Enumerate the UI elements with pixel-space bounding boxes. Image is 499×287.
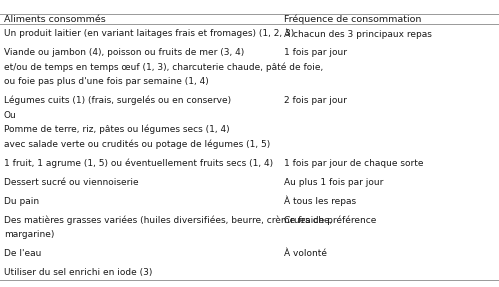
Text: De l'eau: De l'eau xyxy=(4,249,41,258)
Text: Au plus 1 fois par jour: Au plus 1 fois par jour xyxy=(284,178,383,187)
Text: Fréquence de consommation: Fréquence de consommation xyxy=(284,14,421,24)
Text: Du pain: Du pain xyxy=(4,197,39,206)
Text: 1 fruit, 1 agrume (1, 5) ou éventuellement fruits secs (1, 4): 1 fruit, 1 agrume (1, 5) ou éventuelleme… xyxy=(4,158,273,168)
Text: Crues de préférence: Crues de préférence xyxy=(284,216,376,225)
Text: et/ou de temps en temps œuf (1, 3), charcuterie chaude, pâté de foie,: et/ou de temps en temps œuf (1, 3), char… xyxy=(4,62,323,72)
Text: 1 fois par jour: 1 fois par jour xyxy=(284,48,347,57)
Text: À chacun des 3 principaux repas: À chacun des 3 principaux repas xyxy=(284,28,432,38)
Text: À volonté: À volonté xyxy=(284,249,327,258)
Text: 2 fois par jour: 2 fois par jour xyxy=(284,96,347,105)
Text: Un produit laitier (en variant laitages frais et fromages) (1, 2, 3): Un produit laitier (en variant laitages … xyxy=(4,29,294,38)
Text: 1 fois par jour de chaque sorte: 1 fois par jour de chaque sorte xyxy=(284,159,424,168)
Text: Dessert sucré ou viennoiserie: Dessert sucré ou viennoiserie xyxy=(4,178,139,187)
Text: Utiliser du sel enrichi en iode (3): Utiliser du sel enrichi en iode (3) xyxy=(4,268,152,277)
Text: Des matières grasses variées (huiles diversifiées, beurre, crème fraiche,: Des matières grasses variées (huiles div… xyxy=(4,216,332,225)
Text: Viande ou jambon (4), poisson ou fruits de mer (3, 4): Viande ou jambon (4), poisson ou fruits … xyxy=(4,48,244,57)
Text: Ou: Ou xyxy=(4,110,17,120)
Text: Pomme de terre, riz, pâtes ou légumes secs (1, 4): Pomme de terre, riz, pâtes ou légumes se… xyxy=(4,125,230,134)
Text: ou foie pas plus d'une fois par semaine (1, 4): ou foie pas plus d'une fois par semaine … xyxy=(4,77,209,86)
Text: Légumes cuits (1) (frais, surgelés ou en conserve): Légumes cuits (1) (frais, surgelés ou en… xyxy=(4,96,231,105)
Text: Aliments consommés: Aliments consommés xyxy=(4,15,106,24)
Text: avec salade verte ou crudités ou potage de légumes (1, 5): avec salade verte ou crudités ou potage … xyxy=(4,139,270,149)
Text: À tous les repas: À tous les repas xyxy=(284,196,356,206)
Text: margarine): margarine) xyxy=(4,230,54,239)
